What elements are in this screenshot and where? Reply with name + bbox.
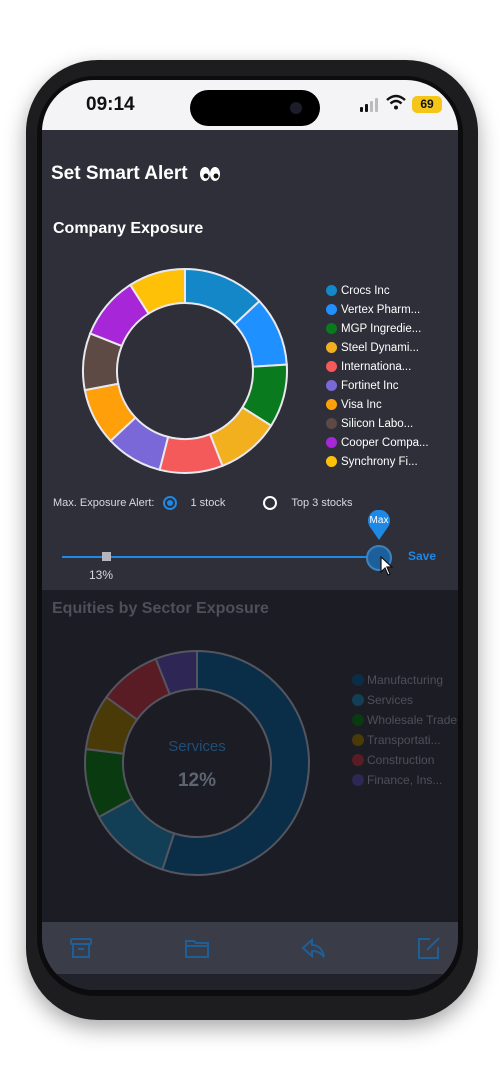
status-bar: 09:14 69 <box>42 80 458 130</box>
radio-top-3-stocks[interactable] <box>263 496 278 510</box>
company-legend-item[interactable]: Visa Inc <box>326 395 429 414</box>
radio-1-stock-label[interactable]: 1 stock <box>190 497 226 509</box>
legend-swatch <box>352 754 364 766</box>
company-legend-item[interactable]: Fortinet Inc <box>326 376 429 395</box>
radio-top-3-stocks-label[interactable]: Top 3 stocks <box>291 497 353 509</box>
legend-label: Synchrony Fi... <box>341 455 418 468</box>
legend-label: Fortinet Inc <box>341 379 399 392</box>
wifi-icon <box>386 94 406 110</box>
reply-icon[interactable] <box>300 935 326 961</box>
signal-icon <box>360 98 378 112</box>
exposure-alert-label: Max. Exposure Alert: <box>53 497 155 509</box>
max-label: Max <box>369 515 389 526</box>
company-exposure-card: Company Exposure Crocs Inc Vertex Pharm..… <box>42 208 458 590</box>
company-exposure-donut <box>82 267 288 474</box>
max-label-wrap: Max <box>368 510 390 540</box>
donut-center-label: Services <box>168 738 226 755</box>
legend-label: Internationa... <box>341 360 412 373</box>
legend-swatch <box>326 437 337 448</box>
sector-legend-item[interactable]: Services <box>352 690 457 710</box>
exposure-alert-row: Max. Exposure Alert: 1 stock Top 3 stock… <box>53 496 353 510</box>
mouse-cursor-icon <box>380 556 394 576</box>
legend-swatch <box>352 674 364 686</box>
legend-label: Crocs Inc <box>341 284 390 297</box>
sector-exposure-title: Equities by Sector Exposure <box>52 600 269 617</box>
page-title: Set Smart Alert <box>51 163 188 184</box>
exposure-slider-track[interactable] <box>62 556 380 558</box>
legend-label: Vertex Pharm... <box>341 303 421 316</box>
legend-swatch <box>352 734 364 746</box>
folder-icon[interactable] <box>184 935 210 961</box>
legend-label: Wholesale Trade <box>367 713 458 727</box>
exposure-slider-min-thumb[interactable] <box>102 552 111 561</box>
sector-exposure-card: Equities by Sector Exposure Services 12%… <box>42 590 458 922</box>
company-legend-item[interactable]: Synchrony Fi... <box>326 452 429 471</box>
legend-swatch <box>326 418 337 429</box>
sector-legend-item[interactable]: Manufacturing <box>352 670 457 690</box>
company-legend-item[interactable]: Internationa... <box>326 357 429 376</box>
company-legend-item[interactable]: Steel Dynami... <box>326 338 429 357</box>
legend-swatch <box>326 304 337 315</box>
legend-swatch <box>326 323 337 334</box>
legend-label: Construction <box>367 753 435 767</box>
legend-label: Silicon Labo... <box>341 417 414 430</box>
exposure-slider-value: 13% <box>89 568 114 582</box>
company-legend-item[interactable]: Silicon Labo... <box>326 414 429 433</box>
sector-exposure-slice[interactable] <box>161 649 311 876</box>
compose-icon[interactable] <box>416 935 442 961</box>
legend-label: Cooper Compa... <box>341 436 429 449</box>
battery-indicator: 69 <box>412 96 442 113</box>
legend-swatch <box>326 285 337 296</box>
camera-icon <box>290 102 302 114</box>
company-exposure-slice[interactable] <box>128 267 186 315</box>
company-legend-item[interactable]: Vertex Pharm... <box>326 300 429 319</box>
company-exposure-slice[interactable] <box>158 432 224 474</box>
company-legend-item[interactable]: MGP Ingredie... <box>326 319 429 338</box>
legend-swatch <box>326 361 337 372</box>
legend-label: Services <box>367 693 414 707</box>
page-header: Set Smart Alert <box>42 130 458 208</box>
home-indicator-area <box>42 974 458 990</box>
sector-exposure-slice[interactable] <box>154 649 198 696</box>
legend-label: Manufacturing <box>367 673 444 687</box>
legend-swatch <box>326 380 337 391</box>
legend-label: Transportati... <box>367 733 441 747</box>
company-legend-item[interactable]: Crocs Inc <box>326 281 429 300</box>
legend-label: Steel Dynami... <box>341 341 419 354</box>
sector-legend-item[interactable]: Transportati... <box>352 730 457 750</box>
legend-swatch <box>352 714 364 726</box>
sector-legend-item[interactable]: Construction <box>352 750 457 770</box>
sector-exposure-donut <box>84 649 311 876</box>
legend-swatch <box>326 399 337 410</box>
sector-legend: Manufacturing Services Wholesale Trade Tran… <box>352 670 457 790</box>
tab-bar <box>42 922 458 974</box>
save-button[interactable]: Save <box>408 549 437 563</box>
company-legend: Crocs Inc Vertex Pharm... MGP Ingredie... S… <box>326 281 429 471</box>
legend-swatch <box>352 774 364 786</box>
radio-1-stock[interactable] <box>162 496 177 510</box>
legend-swatch <box>326 342 337 353</box>
eyes-icon <box>199 166 220 181</box>
legend-swatch <box>326 456 337 467</box>
archive-icon[interactable] <box>68 935 94 961</box>
status-time: 09:14 <box>86 94 135 115</box>
legend-label: MGP Ingredie... <box>341 322 422 335</box>
company-legend-item[interactable]: Cooper Compa... <box>326 433 429 452</box>
legend-swatch <box>352 694 364 706</box>
donut-center-value: 12% <box>177 770 217 791</box>
dynamic-island <box>190 90 320 126</box>
company-exposure-title: Company Exposure <box>53 220 204 237</box>
sector-legend-item[interactable]: Finance, Ins... <box>352 770 457 790</box>
legend-label: Visa Inc <box>341 398 382 411</box>
screen: 09:14 69 Set Smart Alert Company Exposur… <box>42 80 458 990</box>
page-title-row: Set Smart Alert <box>51 163 221 185</box>
max-pin-tooltip <box>368 510 390 540</box>
sector-legend-item[interactable]: Wholesale Trade <box>352 710 457 730</box>
legend-label: Finance, Ins... <box>367 773 443 787</box>
